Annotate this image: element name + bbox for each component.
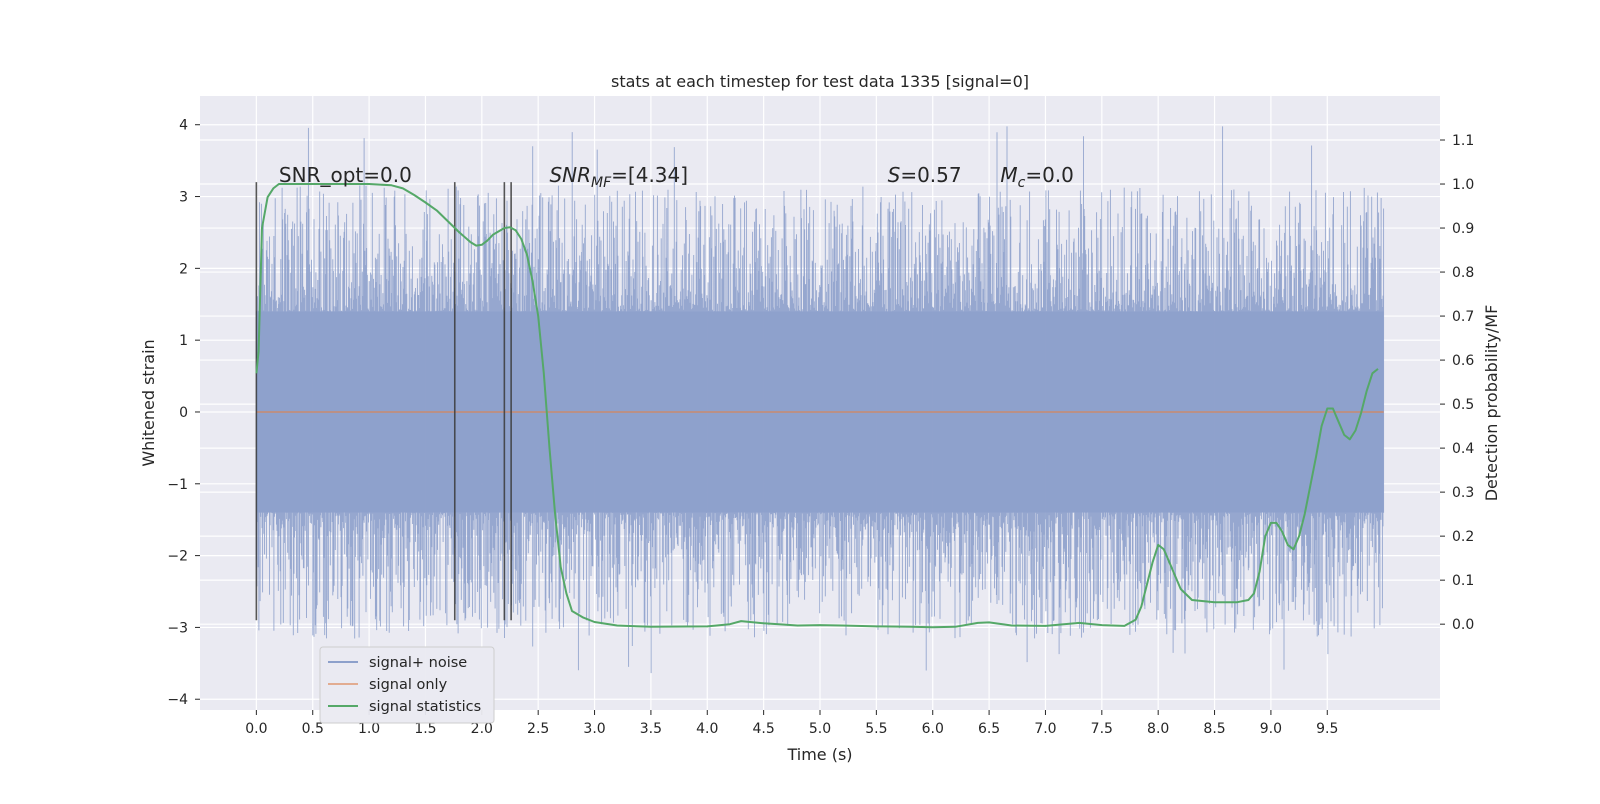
annotation-s_val: S=0.57 [888,163,962,187]
y-tick-label: −4 [167,692,188,708]
y2-tick-label: 0.4 [1452,441,1474,457]
marker-lines [255,182,512,621]
annotation-mc_val-sub: c [1018,175,1026,191]
y2-tick-label: 1.1 [1452,133,1474,149]
annotation-snr_mf-base: SNR [549,163,591,187]
x-tick-label: 8.5 [1203,721,1225,737]
legend: signal+ noise signal only signal statist… [319,646,495,724]
annotation-s_val-base: S [888,163,901,187]
annotation-snr_opt: SNR_opt=0.0 [279,163,412,187]
annotation-mc_val-value: =0.0 [1025,163,1074,187]
y-tick-label: 0 [179,405,188,421]
y2-tick-label: 0.3 [1452,485,1474,501]
x-tick-label: 6.0 [922,721,944,737]
annotations: SNR_opt=0.0 SNRMF=[4.34] S=0.57 Mc=0.0 [279,163,1074,191]
y-tick-label: −2 [167,549,188,565]
signal-statistics-line [255,183,1379,629]
x-tick-label: 0.5 [302,721,324,737]
x-tick-label: 9.0 [1260,721,1282,737]
y2-tick-label: 0.1 [1452,573,1474,589]
x-tick-label: 3.5 [640,721,662,737]
y-tick-label: 3 [179,190,188,206]
y2-tick-label: 1.0 [1452,177,1474,193]
y-tick-label: 2 [179,261,188,277]
y2-tick-label: 0.7 [1452,309,1474,325]
y-tick-label: −1 [167,477,188,493]
y-tick-label: −3 [167,620,188,636]
x-tick-label: 3.0 [583,721,605,737]
legend-label-signal-plus-noise: signal+ noise [369,655,467,671]
y2-axis-label: Detection probability/MF [1482,305,1501,502]
legend-label-signal-statistics: signal statistics [369,699,481,715]
x-tick-label: 4.0 [696,721,718,737]
x-tick-label: 1.5 [414,721,436,737]
legend-label-signal-only: signal only [369,677,448,693]
x-tick-label: 6.5 [978,721,1000,737]
x-tick-label: 1.0 [358,721,380,737]
x-tick-label: 7.0 [1034,721,1056,737]
annotation-snr_mf: SNRMF=[4.34] [549,163,688,191]
x-tick-label: 9.5 [1316,721,1338,737]
y-tick-label: 1 [179,333,188,349]
y2-tick-label: 0.9 [1452,221,1474,237]
y2-tick-label: 0.5 [1452,397,1474,413]
legend-box [319,646,495,724]
annotation-mc_val-base: M [1000,163,1017,187]
x-tick-label: 8.0 [1147,721,1169,737]
y2-tick-label: 0.8 [1452,265,1474,281]
x-tick-label: 7.5 [1091,721,1113,737]
x-tick-label: 2.0 [471,721,493,737]
annotation-s_val-value: =0.57 [900,163,961,187]
annotation-snr_mf-value: =[4.34] [611,163,688,187]
y-tick-label: 4 [179,118,188,134]
ticks: 0.0 0.5 1.0 1.5 2.0 2.5 3.0 3.5 4.0 4.5 5.0 5.5 6.0 6… [167,118,1474,737]
annotation-mc_val: Mc=0.0 [1000,163,1074,191]
x-axis-label: Time (s) [786,745,852,764]
y2-tick-label: 0.6 [1452,353,1474,369]
annotation-snr_mf-sub: MF [591,175,612,191]
chart-title: stats at each timestep for test data 133… [611,72,1029,91]
y2-tick-label: 0.2 [1452,529,1474,545]
y-axis-label: Whitened strain [139,339,158,466]
x-tick-label: 0.0 [245,721,267,737]
series-signal-statistics [255,183,1379,629]
x-tick-label: 5.5 [865,721,887,737]
y2-tick-label: 0.0 [1452,617,1474,633]
x-tick-label: 5.0 [809,721,831,737]
x-tick-label: 4.5 [753,721,775,737]
x-tick-label: 2.5 [527,721,549,737]
